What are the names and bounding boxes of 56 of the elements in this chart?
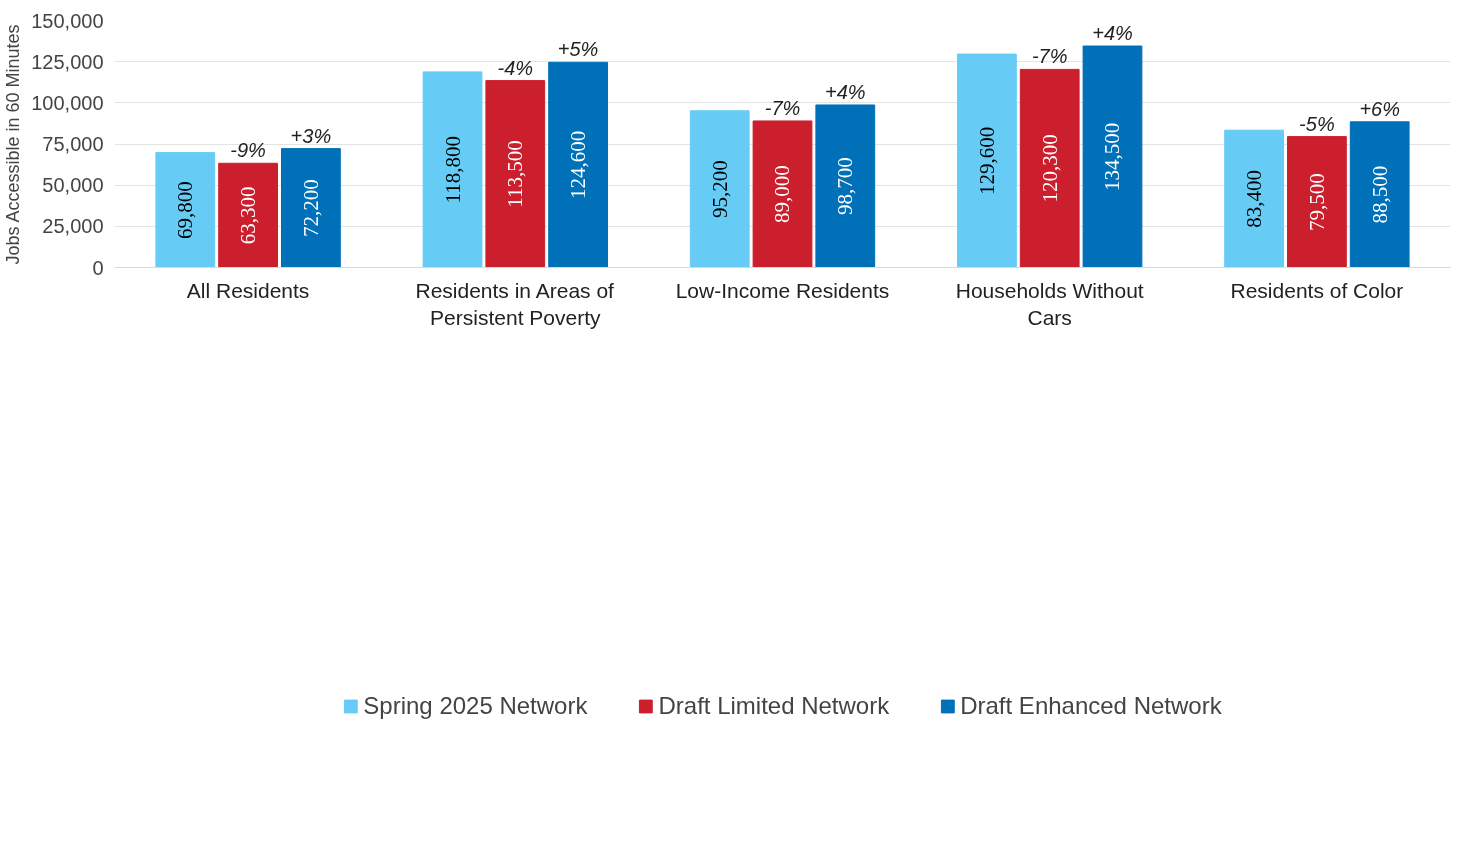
data-label: 118,800 bbox=[440, 135, 465, 204]
y-tick-label: 25,000 bbox=[42, 215, 104, 238]
data-label: 89,000 bbox=[770, 165, 795, 224]
x-tick-label: Residents in Areas of Persistent Poverty bbox=[415, 278, 615, 330]
legend-label: Draft Limited Network bbox=[658, 692, 890, 720]
bar bbox=[689, 110, 750, 268]
annotation: -7% bbox=[764, 96, 801, 119]
data-label: 113,500 bbox=[503, 140, 528, 208]
y-axis-title: Jobs Accessible in 60 Minutes bbox=[3, 24, 24, 265]
y-tick-label: 100,000 bbox=[31, 91, 104, 114]
data-label: 79,500 bbox=[1304, 173, 1329, 231]
annotation: +5% bbox=[557, 38, 599, 61]
bar bbox=[1349, 121, 1410, 268]
annotation: -4% bbox=[497, 56, 534, 79]
y-tick-label: 50,000 bbox=[42, 174, 104, 197]
data-label: 134,500 bbox=[1100, 122, 1125, 191]
annotation: +6% bbox=[1359, 97, 1400, 120]
bar bbox=[422, 71, 483, 268]
annotation: +4% bbox=[1092, 22, 1133, 45]
bar bbox=[1082, 45, 1143, 268]
data-label: 120,300 bbox=[1037, 134, 1062, 203]
data-label: 124,600 bbox=[566, 130, 591, 200]
bar bbox=[752, 120, 813, 268]
x-tick-label: Low-Income Residents bbox=[675, 278, 890, 302]
annotation: +3% bbox=[290, 124, 332, 147]
annotation: +4% bbox=[825, 80, 866, 103]
bar bbox=[1224, 129, 1284, 268]
annotation: -5% bbox=[1299, 112, 1335, 135]
legend-label: Spring 2025 Network bbox=[363, 692, 588, 720]
x-tick-label: All Residents bbox=[186, 278, 310, 302]
bar bbox=[281, 148, 341, 268]
bar bbox=[1287, 136, 1347, 268]
x-tick-label: Residents of Color bbox=[1230, 278, 1404, 302]
annotation: -7% bbox=[1031, 45, 1068, 68]
y-tick-label: 125,000 bbox=[31, 50, 104, 73]
bar bbox=[218, 162, 278, 268]
data-label: 72,200 bbox=[298, 179, 323, 237]
bar bbox=[485, 80, 546, 268]
bar bbox=[815, 104, 876, 268]
data-label: 69,800 bbox=[173, 181, 198, 239]
legend-label: Draft Enhanced Network bbox=[960, 692, 1222, 720]
x-tick-label: Households Without Cars bbox=[955, 278, 1144, 330]
data-label: 129,600 bbox=[974, 126, 999, 195]
y-tick-label: 150,000 bbox=[31, 9, 104, 32]
annotation: -9% bbox=[230, 139, 266, 162]
data-label: 63,300 bbox=[236, 186, 261, 245]
data-label: 88,500 bbox=[1367, 165, 1392, 224]
data-label: 83,400 bbox=[1242, 169, 1267, 228]
bar bbox=[155, 152, 216, 268]
bar bbox=[548, 61, 608, 268]
data-label: 98,700 bbox=[833, 157, 858, 216]
bar bbox=[1019, 68, 1080, 268]
data-label: 95,200 bbox=[707, 160, 732, 218]
y-tick-label: 75,000 bbox=[42, 133, 104, 155]
bar bbox=[957, 53, 1017, 268]
y-tick-label: 0 bbox=[92, 256, 104, 279]
